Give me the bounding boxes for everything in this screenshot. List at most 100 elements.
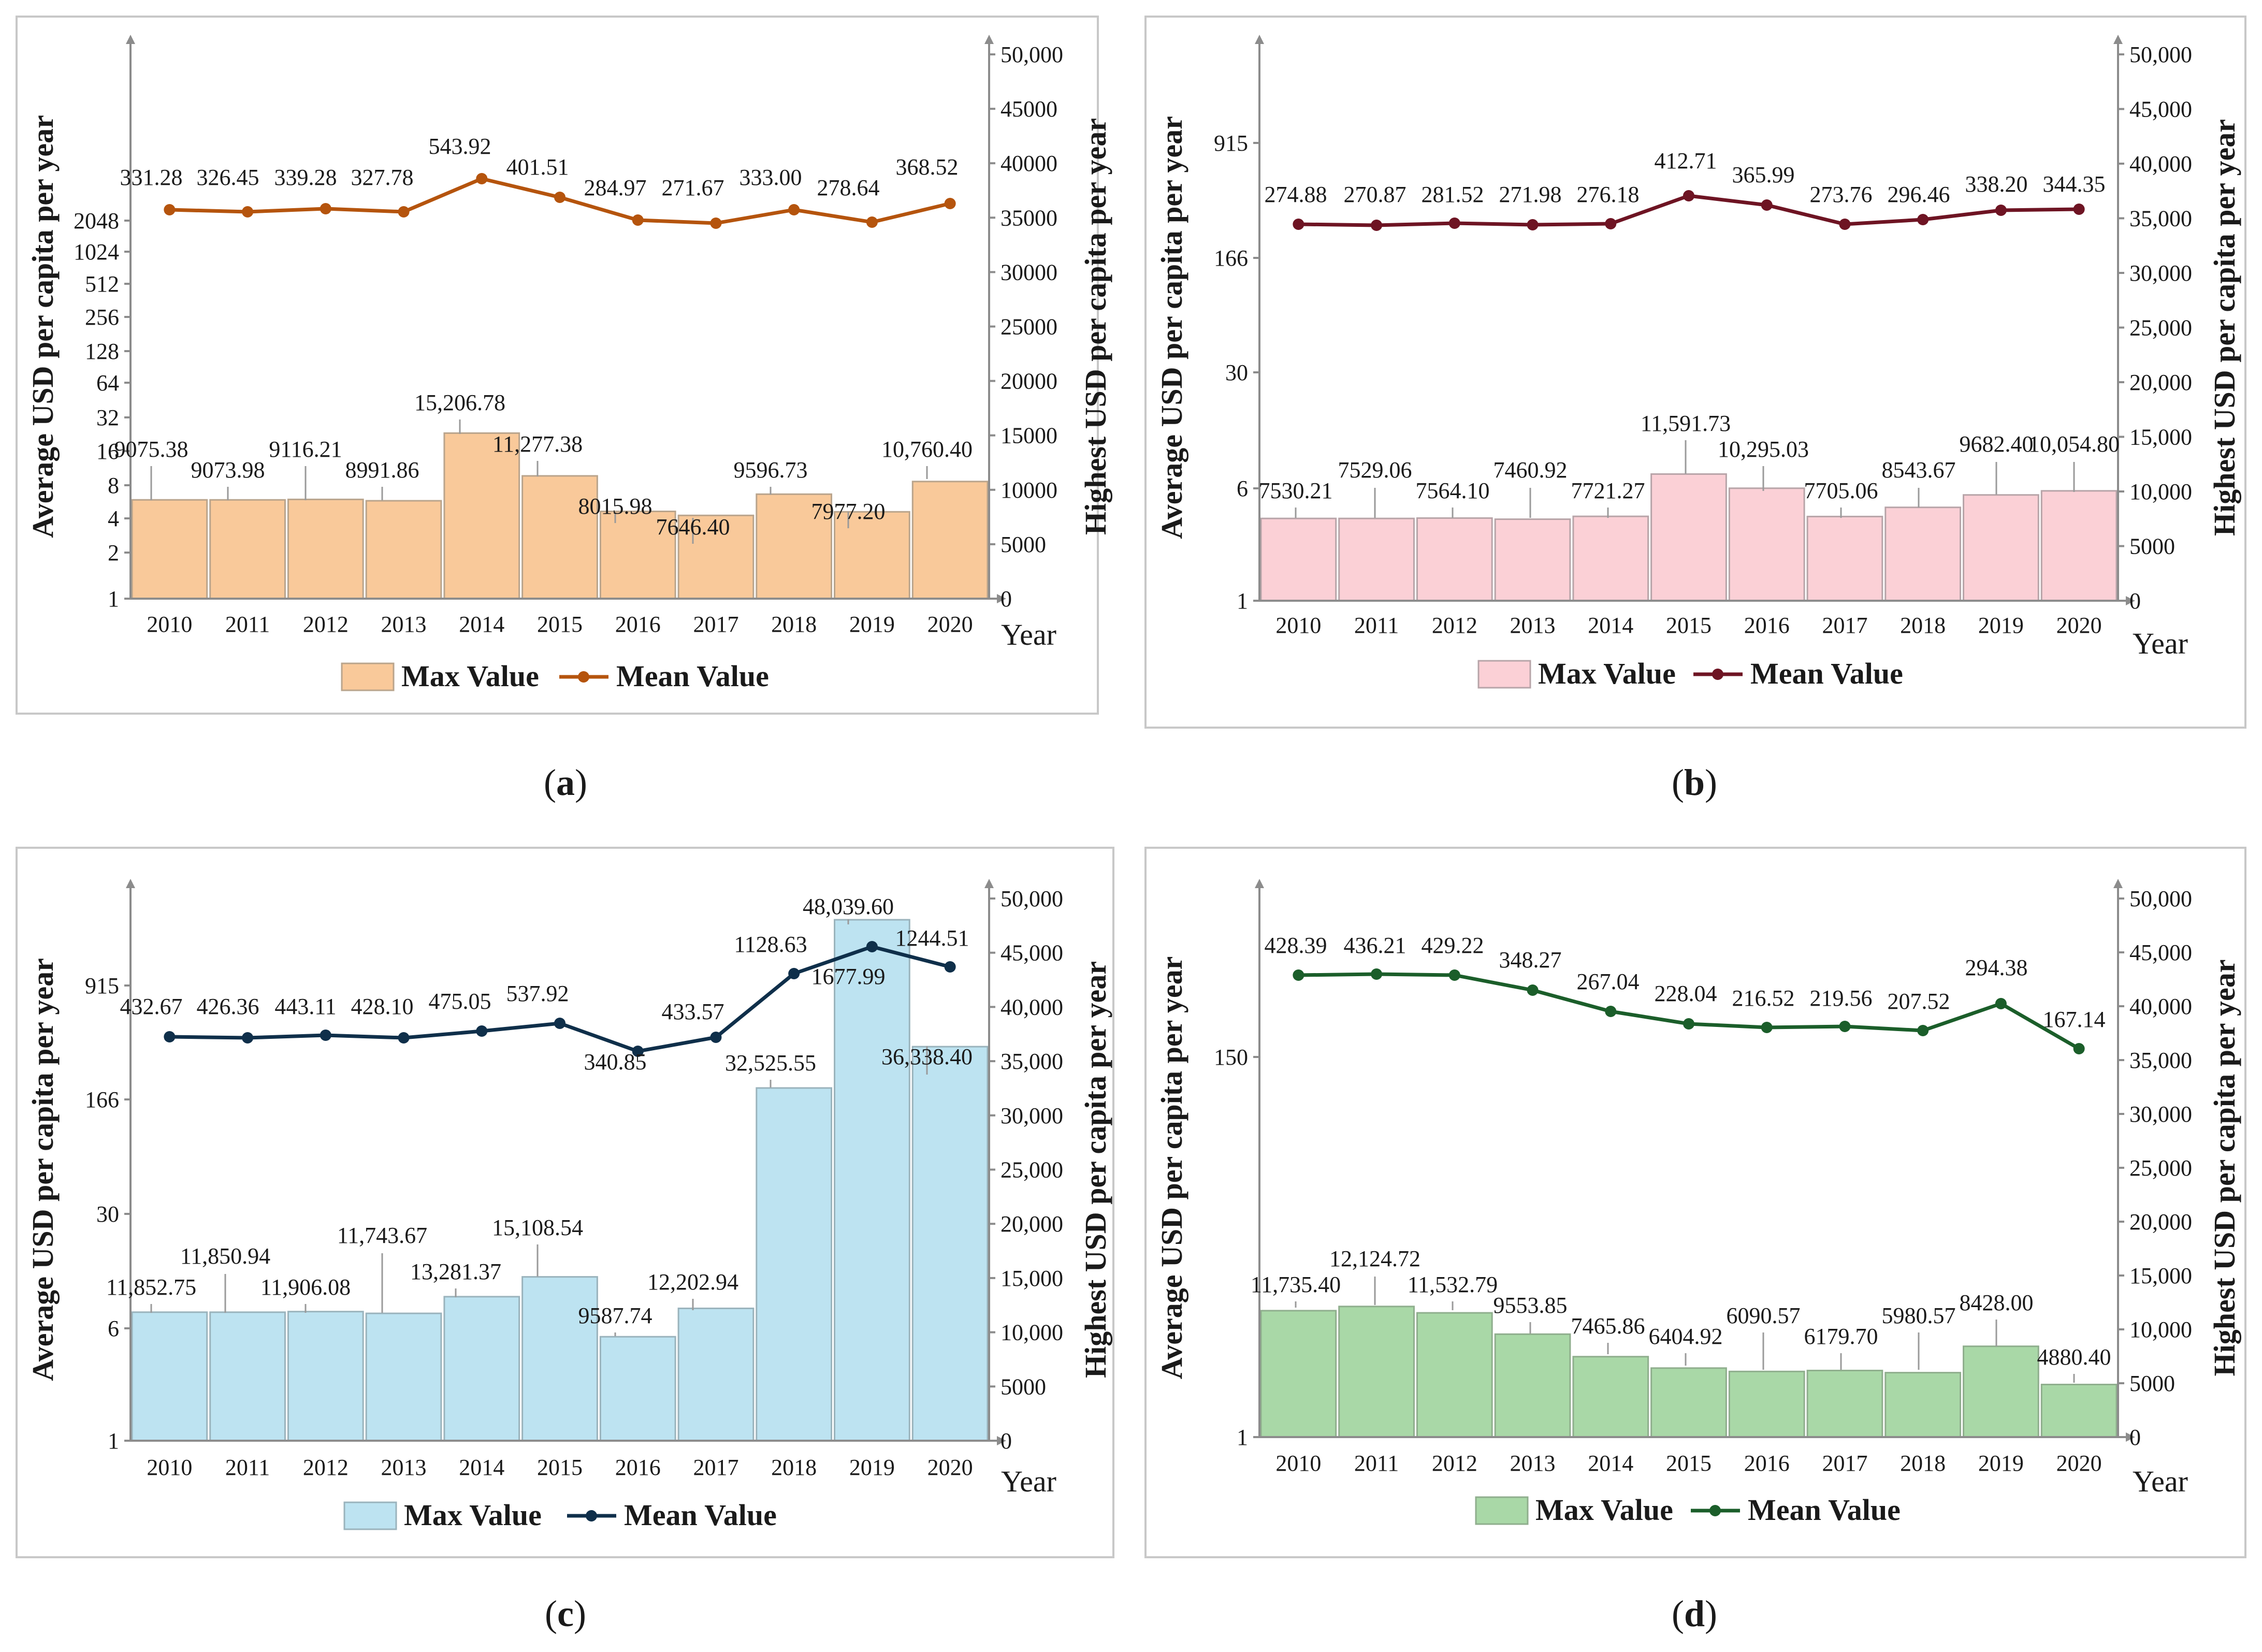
legend-mean-label: Mean Value xyxy=(1750,657,1903,690)
right-tick-label: 15,000 xyxy=(2129,1263,2192,1288)
mean-point-2017 xyxy=(1839,1021,1851,1032)
bar-value-label: 10,295.03 xyxy=(1718,437,1809,462)
bar-value-label: 5980.57 xyxy=(1882,1303,1956,1328)
panel-frame xyxy=(16,16,1099,715)
legend-mean-label: Mean Value xyxy=(616,659,769,693)
bar-value-label: 11,277.38 xyxy=(492,431,583,457)
right-tick-label: 10000 xyxy=(1001,477,1057,503)
right-tick-label: 30,000 xyxy=(2129,260,2192,286)
mean-value-label: 401.51 xyxy=(506,154,569,180)
mean-value-label: 348.27 xyxy=(1499,947,1562,973)
bar-value-label: 10,054.80 xyxy=(2028,431,2120,457)
panel-frame xyxy=(1144,16,2246,729)
mean-value-label: 327.78 xyxy=(351,165,414,190)
bar-max-2011 xyxy=(209,499,286,600)
bar-value-label: 15,206.78 xyxy=(414,390,505,415)
bar-max-2018 xyxy=(756,1087,833,1442)
mean-value-label: 429.22 xyxy=(1422,933,1484,958)
bar-max-2012 xyxy=(287,498,364,600)
bar-value-label: 7530.21 xyxy=(1259,478,1333,503)
mean-value-label: 1128.63 xyxy=(734,932,807,957)
mean-value-label: 271.67 xyxy=(662,175,724,200)
caption-letter: c xyxy=(557,1593,574,1634)
bar-value-label: 9587.74 xyxy=(578,1303,653,1328)
right-tick-label: 20000 xyxy=(1001,369,1057,394)
bar-value-label: 15,108.54 xyxy=(492,1215,583,1240)
x-tick-label: 2019 xyxy=(849,1455,895,1480)
legend-max-swatch xyxy=(1475,1496,1529,1525)
bar-max-2011 xyxy=(209,1311,286,1442)
mean-value-label: 428.39 xyxy=(1265,933,1327,958)
mean-value-label: 331.28 xyxy=(120,165,183,190)
bar-max-2010 xyxy=(1260,517,1337,602)
right-axis-title: Highest USD per capita per year xyxy=(1079,961,1112,1378)
bar-max-2010 xyxy=(131,1311,208,1442)
left-axis-arrow-icon xyxy=(126,35,135,44)
left-tick-label: 166 xyxy=(1214,245,1248,271)
x-tick-label: 2015 xyxy=(1666,613,1712,638)
bar-value-label: 7465.86 xyxy=(1571,1313,1645,1339)
bar-value-label: 4880.40 xyxy=(2037,1344,2111,1370)
bar-value-label: 9553.85 xyxy=(1494,1293,1568,1318)
mean-value-label: 432.67 xyxy=(120,994,183,1019)
bar-value-label: 7721.27 xyxy=(1571,478,1645,503)
x-axis-arrow-icon xyxy=(997,1436,1006,1445)
bar-value-label: 11,735.40 xyxy=(1251,1272,1341,1297)
bar-max-2013 xyxy=(1494,1333,1571,1438)
mean-value-label: 167.14 xyxy=(2043,1007,2106,1032)
right-tick-label: 5000 xyxy=(1001,532,1046,557)
x-tick-label: 2016 xyxy=(1744,1451,1790,1476)
mean-point-2013 xyxy=(398,206,410,218)
x-tick-label: 2010 xyxy=(147,612,192,637)
mean-value-label: 428.10 xyxy=(351,994,414,1019)
bar-value-label: 9075.38 xyxy=(114,437,189,462)
left-tick-label: 30 xyxy=(96,1201,119,1227)
bar-max-2020 xyxy=(911,481,989,600)
bar-max-2014 xyxy=(1572,1356,1649,1438)
left-tick-label: 150 xyxy=(1214,1045,1248,1070)
right-tick-label: 10,000 xyxy=(2129,479,2192,504)
x-tick-label: 2018 xyxy=(771,1455,817,1480)
right-tick-label: 45000 xyxy=(1001,96,1057,122)
bar-value-label: 11,591.73 xyxy=(1641,411,1731,436)
mean-point-2020 xyxy=(944,198,956,209)
mean-point-2018 xyxy=(788,204,800,215)
mean-point-2014 xyxy=(1605,1006,1617,1017)
mean-point-2020 xyxy=(944,961,956,973)
mean-point-2016 xyxy=(632,214,644,226)
x-tick-label: 2015 xyxy=(537,612,583,637)
mean-point-2012 xyxy=(320,1030,331,1041)
caption-close-paren: ) xyxy=(1705,1593,1717,1634)
x-tick-label: 2017 xyxy=(693,612,738,637)
legend-max-swatch xyxy=(341,662,395,691)
left-tick-label: 256 xyxy=(85,305,119,330)
bar-max-2019 xyxy=(1963,1345,2039,1438)
right-tick-label: 5000 xyxy=(2129,1371,2175,1396)
left-tick-label: 64 xyxy=(96,370,119,396)
mean-point-2017 xyxy=(710,1032,722,1043)
mean-point-2015 xyxy=(1683,190,1694,201)
bar-value-label: 11,850.94 xyxy=(180,1243,270,1269)
mean-value-label: 228.04 xyxy=(1655,981,1717,1006)
bar-value-label: 36,338.40 xyxy=(881,1044,973,1069)
caption-letter: a xyxy=(556,762,575,803)
left-tick-label: 30 xyxy=(1225,360,1248,385)
bar-max-2015 xyxy=(521,475,598,600)
bar-max-2013 xyxy=(365,500,442,600)
bar-max-2017 xyxy=(677,1307,755,1442)
right-tick-label: 5000 xyxy=(1001,1374,1046,1399)
mean-point-2011 xyxy=(242,1032,254,1044)
bar-value-label: 9682.40 xyxy=(1960,431,2034,457)
bar-max-2013 xyxy=(365,1312,442,1442)
x-axis-title: Year xyxy=(1001,1465,1056,1498)
bar-value-label: 6179.70 xyxy=(1804,1324,1878,1349)
bar-max-2016 xyxy=(1728,1370,1805,1438)
bar-max-2015 xyxy=(521,1276,598,1442)
x-tick-label: 2016 xyxy=(615,612,661,637)
mean-point-2015 xyxy=(554,192,566,203)
mean-point-2011 xyxy=(1371,968,1383,980)
legend-max-label: Max Value xyxy=(404,1498,542,1532)
bar-value-label: 8991.86 xyxy=(345,457,419,483)
left-tick-label: 32 xyxy=(96,405,119,430)
panel-caption: (a) xyxy=(544,762,587,803)
